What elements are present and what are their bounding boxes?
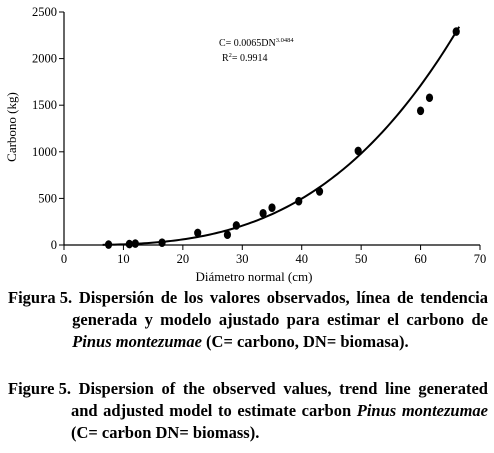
data-point [125, 239, 133, 249]
caption-en-label: Figure 5. [8, 379, 71, 398]
caption-en-text-1: Dispersion of the observed values, trend… [70, 379, 488, 420]
y-tick-label: 1500 [32, 98, 57, 112]
y-tick-label: 2000 [32, 52, 57, 66]
r-squared-label: R2= 0.9914 [222, 52, 268, 64]
caption-es-text: Dispersión de los valores observados, lí… [72, 287, 494, 353]
equation-label: C= 0.0065DN3.0484 [219, 37, 294, 49]
data-point [194, 228, 202, 238]
data-point [268, 203, 276, 213]
x-tick-label: 60 [414, 252, 427, 266]
equation-main: C= 0.0065DN [219, 38, 276, 49]
caption-en-text: Dispersion of the observed values, trend… [71, 378, 494, 444]
x-tick-label: 10 [117, 252, 130, 266]
caption-es-text-1: Dispersión de los valores observados, lí… [72, 288, 488, 329]
y-tick-label: 0 [51, 238, 57, 252]
caption-en-species: Pinus montezumae [356, 401, 488, 420]
data-point [354, 146, 362, 156]
data-point [425, 93, 434, 103]
y-tick-label: 500 [38, 191, 57, 205]
chart: 0 500 1000 1500 2000 2500 0 10 20 30 40 50 60 70 Car… [4, 5, 486, 284]
y-axis-label: Carbono (kg) [4, 92, 19, 162]
x-ticks: 0 10 20 30 40 50 60 70 [61, 245, 486, 266]
trend-line [102, 26, 461, 246]
y-tick-label: 1000 [32, 145, 57, 159]
caption-english: Figure 5. Dispersion of the observed val… [0, 378, 494, 444]
data-point [104, 240, 113, 249]
data-point [315, 187, 324, 196]
data-points [104, 27, 460, 249]
caption-spanish: Figura 5. Dispersión de los valores obse… [0, 287, 494, 353]
x-tick-label: 20 [177, 252, 190, 266]
x-tick-label: 0 [61, 252, 67, 266]
caption-es-label: Figura 5. [8, 288, 73, 307]
y-tick-label: 2500 [32, 5, 57, 19]
caption-es-species: Pinus montezumae [72, 332, 202, 351]
data-point [232, 221, 240, 230]
x-tick-label: 50 [355, 252, 368, 266]
r-squared-prefix: R [222, 53, 229, 64]
data-point [295, 196, 303, 206]
caption-en-text-2: (C= carbon DN= biomass). [70, 423, 260, 442]
x-axis-label: Diámetro normal (cm) [196, 269, 313, 284]
r-squared-superscript: 2 [229, 52, 232, 59]
data-point [131, 239, 139, 248]
data-point [416, 106, 425, 116]
y-ticks: 0 500 1000 1500 2000 2500 [32, 5, 64, 252]
x-tick-label: 70 [474, 252, 487, 266]
data-point [158, 238, 166, 247]
data-point [223, 230, 232, 240]
x-tick-label: 40 [295, 252, 308, 266]
x-tick-label: 30 [236, 252, 249, 266]
data-point [259, 209, 267, 218]
caption-es-text-2: (C= carbono, DN= biomasa). [201, 332, 409, 351]
data-point [452, 27, 460, 36]
r-squared-value: = 0.9914 [232, 53, 268, 64]
equation-exponent: 3.0484 [276, 37, 295, 44]
